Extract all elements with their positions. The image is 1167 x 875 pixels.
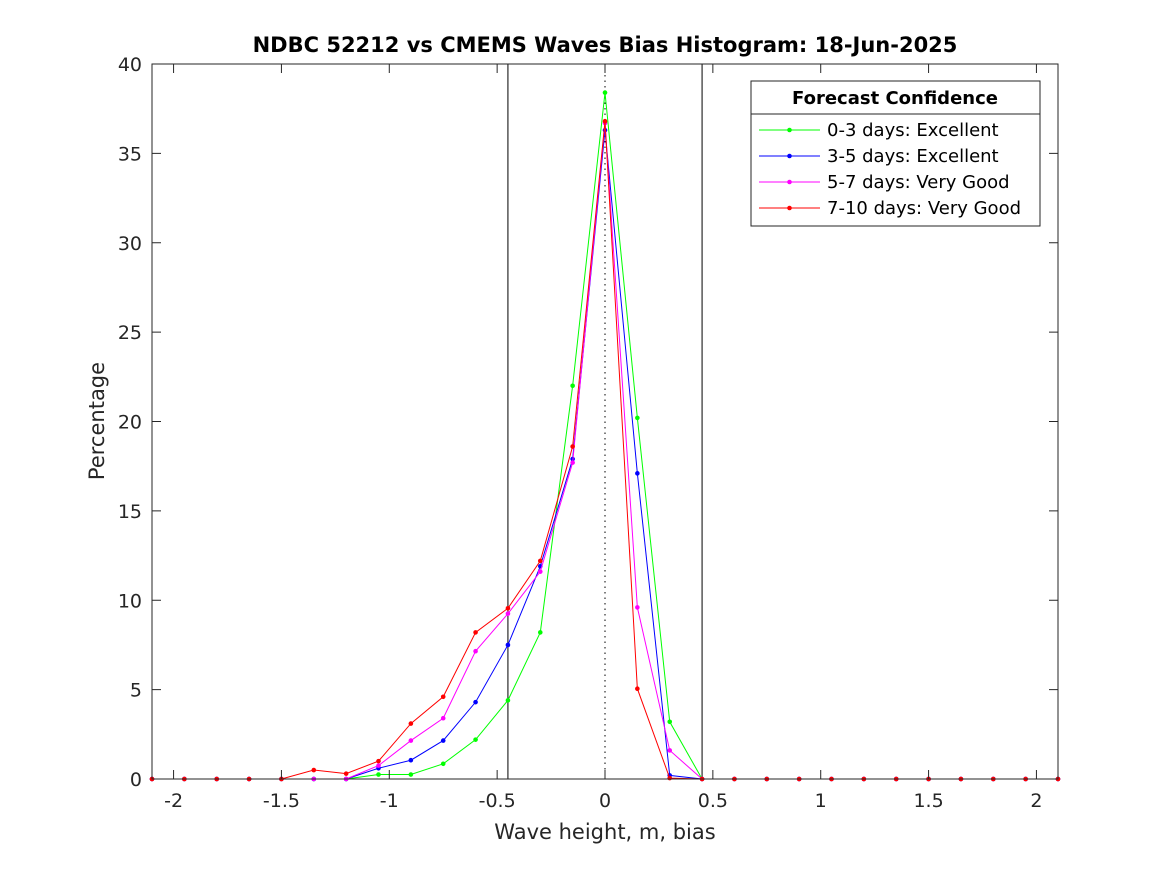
data-point	[440, 738, 446, 743]
data-point	[473, 648, 478, 654]
legend-entry-label: 5-7 days: Very Good	[827, 172, 1010, 193]
x-tick-label: 1.5	[913, 790, 943, 812]
data-point	[505, 698, 511, 703]
y-tick-label: 20	[118, 412, 142, 434]
data-point	[343, 771, 349, 776]
data-point	[473, 737, 478, 742]
data-point	[570, 460, 575, 465]
data-point	[537, 558, 543, 564]
y-tick-label: 10	[118, 590, 142, 612]
legend-swatch-marker	[787, 179, 792, 185]
y-axis-label: Percentage	[85, 362, 109, 480]
data-point	[408, 757, 414, 763]
y-tick-label: 30	[118, 233, 142, 255]
data-point	[635, 415, 640, 421]
legend-entry-label: 0-3 days: Excellent	[827, 120, 999, 141]
legend-swatch-marker	[787, 153, 792, 159]
x-tick-label: 0.5	[698, 790, 728, 812]
legend-entry-label: 3-5 days: Excellent	[827, 146, 999, 167]
data-point	[376, 763, 381, 768]
data-point	[408, 721, 414, 726]
data-point	[440, 761, 446, 767]
data-point	[473, 630, 478, 635]
legend-swatch-marker	[787, 127, 792, 133]
data-point	[440, 694, 446, 700]
legend-entry-label: 7-10 days: Very Good	[827, 198, 1021, 219]
data-point	[505, 605, 511, 611]
data-point	[473, 699, 478, 705]
x-tick-label: -2	[164, 790, 183, 812]
data-point	[408, 772, 414, 777]
y-tick-label: 0	[130, 769, 142, 791]
y-tick-label: 40	[118, 54, 142, 76]
x-tick-label: -1.5	[263, 790, 300, 812]
data-point	[635, 471, 640, 476]
reference-lines	[507, 64, 703, 779]
legend: Forecast Confidence 0-3 days: Excellent 3…	[750, 80, 1041, 227]
data-point	[376, 758, 381, 764]
data-point	[537, 630, 543, 635]
y-tick-label: 5	[130, 680, 142, 702]
data-point	[570, 444, 575, 449]
data-point	[440, 715, 446, 721]
y-tick-label: 25	[118, 322, 142, 344]
x-tick-label: -0.5	[479, 790, 516, 812]
data-point	[570, 383, 575, 389]
data-point	[505, 611, 511, 616]
data-point	[667, 775, 673, 781]
data-point	[311, 767, 317, 773]
data-point	[667, 748, 673, 753]
x-tick-label: 1	[815, 790, 827, 812]
data-point	[505, 642, 511, 648]
chart-title: NDBC 52212 vs CMEMS Waves Bias Histogram…	[253, 33, 958, 57]
x-tick-label: 2	[1030, 790, 1042, 812]
data-point	[376, 772, 381, 777]
x-tick-label: 0	[599, 790, 611, 812]
data-point	[602, 90, 608, 95]
x-axis-label: Wave height, m, bias	[494, 820, 715, 844]
data-point	[635, 605, 640, 610]
legend-box	[750, 80, 1041, 227]
legend-title: Forecast Confidence	[792, 88, 998, 109]
data-point	[635, 686, 640, 692]
data-point	[667, 719, 673, 725]
y-tick-label: 35	[118, 143, 142, 165]
data-point	[408, 738, 414, 743]
data-point	[537, 569, 543, 574]
legend-swatch-marker	[787, 205, 792, 211]
data-point	[602, 118, 608, 124]
y-tick-label: 15	[118, 501, 142, 523]
x-tick-label: -1	[380, 790, 399, 812]
